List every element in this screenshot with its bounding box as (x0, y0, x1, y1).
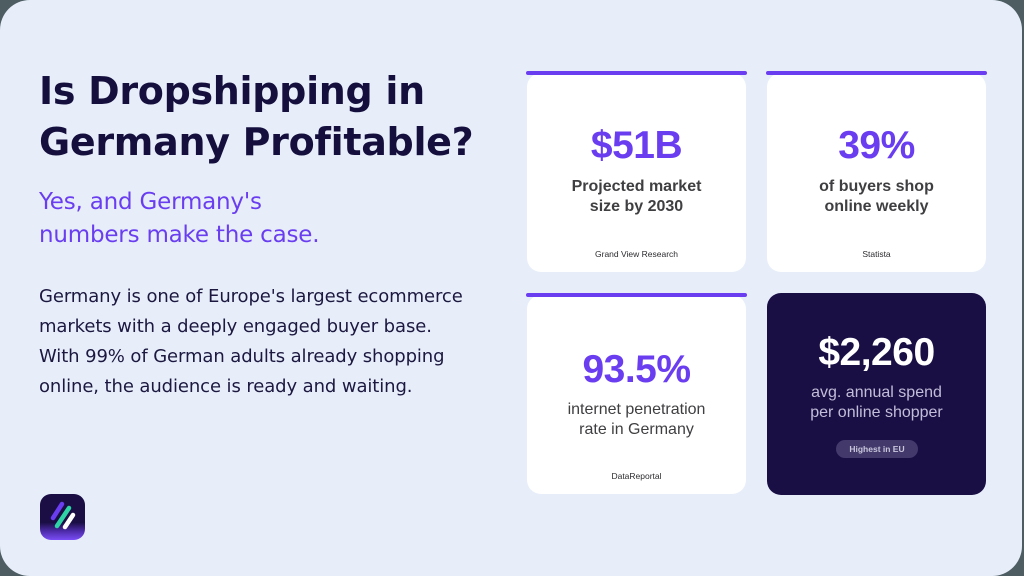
body-paragraph-2: With 99% of German adults already shoppi… (39, 346, 445, 397)
stat-label: internet penetration rate in Germany (537, 400, 736, 440)
stat-label-line-1: avg. annual spend (811, 384, 942, 401)
stat-card-annual-spend: $2,260 avg. annual spend per online shop… (767, 293, 986, 495)
stat-card-internet-penetration: 93.5% internet penetration rate in Germa… (526, 293, 747, 494)
page-title: Is Dropshipping in Germany Profitable? (39, 66, 519, 168)
stat-label-line-2: size by 2030 (589, 198, 684, 215)
stat-label-line-2: per online shopper (810, 404, 943, 421)
stat-source: DataReportal (611, 471, 662, 481)
card-accent-bar (766, 71, 987, 75)
body-paragraph-1: Germany is one of Europe's largest ecomm… (39, 286, 463, 337)
stat-label-line-1: Projected market (571, 178, 702, 195)
stat-label-line-1: internet penetration (567, 401, 706, 418)
stat-label: Projected market size by 2030 (537, 177, 736, 217)
body-text: Germany is one of Europe's largest ecomm… (39, 282, 509, 402)
stat-value: 93.5% (582, 348, 691, 391)
stat-label-line-2: online weekly (824, 198, 929, 215)
stat-value: $51B (590, 124, 683, 167)
card-accent-bar (526, 293, 747, 297)
card-accent-bar (526, 71, 747, 75)
stat-value: $2,260 (818, 331, 935, 374)
stat-source: Grand View Research (595, 249, 678, 259)
subtitle-line-2: numbers make the case. (39, 222, 320, 248)
title-line-2: Germany Profitable? (39, 120, 474, 164)
highest-in-eu-badge: Highest in EU (836, 440, 918, 458)
stat-label-line-1: of buyers shop (819, 178, 934, 195)
stat-card-market-size: $51B Projected market size by 2030 Grand… (526, 71, 747, 272)
stat-value: 39% (838, 124, 915, 167)
stat-card-weekly-buyers: 39% of buyers shop online weekly Statist… (766, 71, 987, 272)
stat-label-line-2: rate in Germany (579, 421, 694, 438)
stat-label: avg. annual spend per online shopper (777, 383, 976, 423)
title-line-1: Is Dropshipping in (39, 69, 425, 113)
stat-source: Statista (862, 249, 891, 259)
subtitle-line-1: Yes, and Germany's (39, 189, 262, 215)
subtitle: Yes, and Germany's numbers make the case… (39, 186, 369, 252)
brand-logo-icon (40, 494, 85, 540)
stat-label: of buyers shop online weekly (777, 177, 976, 217)
